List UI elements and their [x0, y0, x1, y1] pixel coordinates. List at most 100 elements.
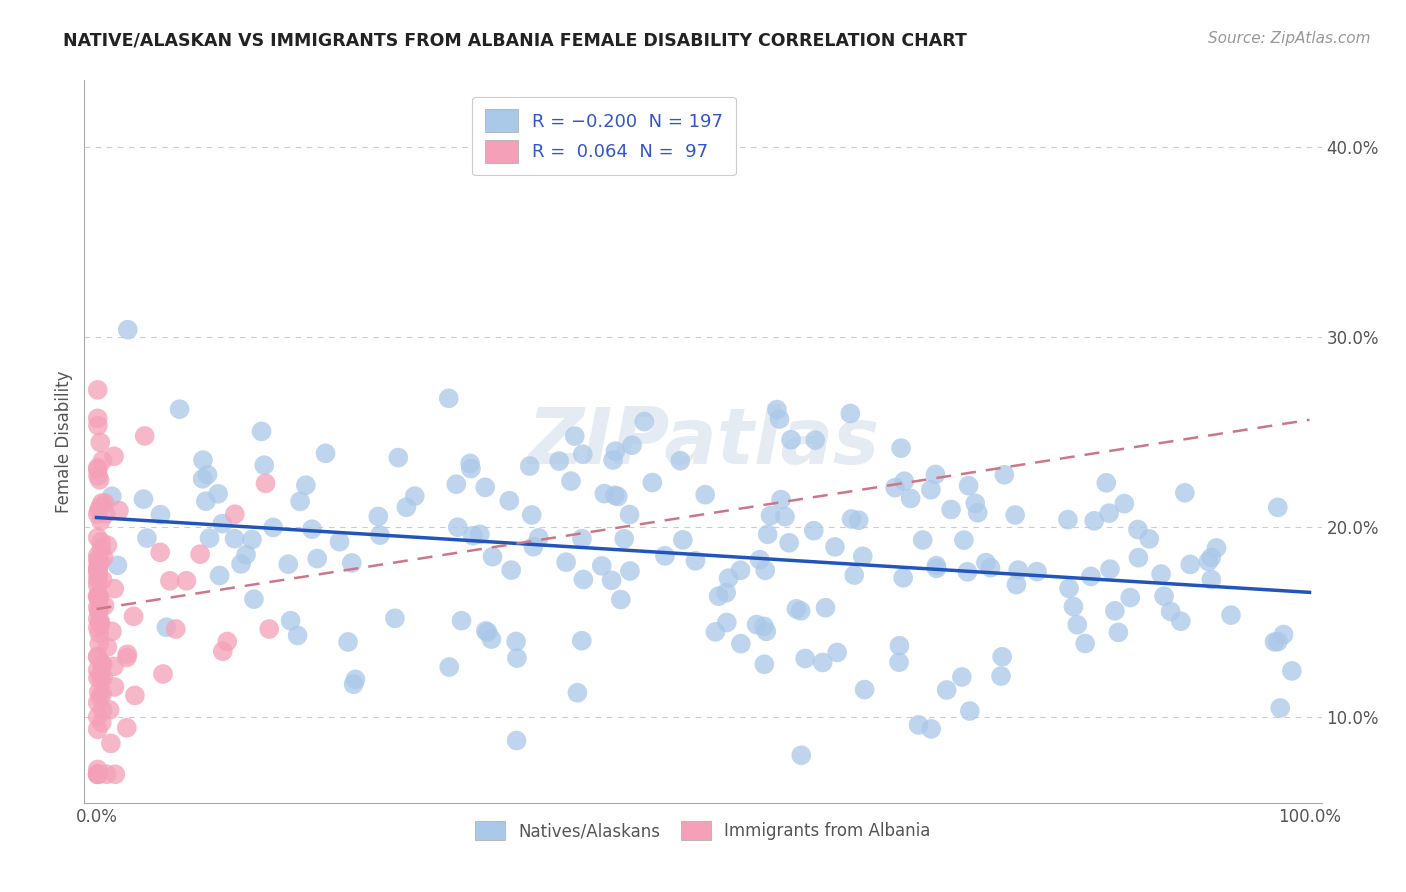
Point	[343, 677, 366, 691]
Point	[924, 467, 946, 482]
Point	[519, 458, 541, 473]
Point	[1107, 625, 1129, 640]
Point	[98, 703, 121, 717]
Point	[387, 450, 409, 465]
Point	[1066, 617, 1088, 632]
Point	[301, 522, 323, 536]
Point	[1074, 636, 1097, 650]
Point	[86, 531, 108, 545]
Point	[745, 617, 768, 632]
Point	[785, 602, 807, 616]
Point	[1098, 506, 1121, 520]
Point	[1201, 550, 1223, 565]
Point	[527, 531, 550, 545]
Point	[368, 528, 391, 542]
Point	[277, 558, 299, 572]
Point	[789, 604, 811, 618]
Point	[89, 473, 111, 487]
Point	[768, 412, 790, 426]
Point	[90, 715, 112, 730]
Point	[89, 615, 111, 629]
Point	[891, 571, 914, 585]
Point	[87, 418, 110, 433]
Point	[450, 614, 472, 628]
Point	[654, 549, 676, 563]
Point	[1004, 508, 1026, 522]
Point	[1057, 513, 1080, 527]
Point	[959, 704, 981, 718]
Point	[90, 673, 112, 687]
Point	[208, 568, 231, 582]
Point	[446, 477, 468, 491]
Point	[115, 650, 138, 665]
Point	[86, 649, 108, 664]
Point	[591, 558, 613, 573]
Point	[548, 454, 571, 468]
Point	[730, 563, 752, 577]
Point	[773, 509, 796, 524]
Point	[475, 624, 498, 638]
Point	[86, 507, 108, 521]
Point	[437, 392, 460, 406]
Point	[844, 568, 866, 582]
Point	[754, 657, 776, 672]
Point	[315, 446, 337, 460]
Point	[254, 476, 277, 491]
Point	[155, 620, 177, 634]
Point	[89, 616, 111, 631]
Point	[979, 560, 1001, 574]
Point	[87, 685, 110, 699]
Point	[468, 527, 491, 541]
Point	[257, 622, 280, 636]
Point	[1174, 485, 1197, 500]
Point	[96, 640, 118, 654]
Point	[328, 534, 350, 549]
Point	[606, 490, 628, 504]
Point	[93, 670, 115, 684]
Point	[717, 571, 740, 585]
Point	[1201, 573, 1223, 587]
Point	[1267, 500, 1289, 515]
Point	[344, 673, 367, 687]
Point	[90, 496, 112, 510]
Point	[404, 489, 426, 503]
Point	[461, 529, 484, 543]
Point	[848, 513, 870, 527]
Point	[91, 453, 114, 467]
Point	[1026, 565, 1049, 579]
Point	[852, 549, 875, 564]
Point	[262, 520, 284, 534]
Point	[287, 628, 309, 642]
Point	[115, 721, 138, 735]
Point	[1137, 532, 1160, 546]
Point	[890, 441, 912, 455]
Point	[224, 532, 246, 546]
Point	[191, 453, 214, 467]
Point	[86, 621, 108, 635]
Point	[87, 503, 110, 517]
Point	[925, 558, 948, 573]
Point	[90, 667, 112, 681]
Point	[685, 554, 707, 568]
Point	[447, 520, 470, 534]
Point	[1272, 627, 1295, 641]
Point	[641, 475, 664, 490]
Point	[1220, 608, 1243, 623]
Point	[790, 748, 813, 763]
Point	[107, 558, 129, 573]
Point	[253, 458, 276, 473]
Point	[87, 561, 110, 575]
Point	[197, 467, 219, 482]
Point	[950, 670, 973, 684]
Point	[769, 492, 792, 507]
Point	[96, 538, 118, 552]
Point	[89, 626, 111, 640]
Point	[704, 624, 727, 639]
Point	[1126, 523, 1149, 537]
Point	[135, 531, 157, 545]
Point	[86, 767, 108, 781]
Point	[965, 496, 987, 510]
Text: ZIPatlas: ZIPatlas	[527, 403, 879, 480]
Point	[103, 450, 125, 464]
Point	[600, 574, 623, 588]
